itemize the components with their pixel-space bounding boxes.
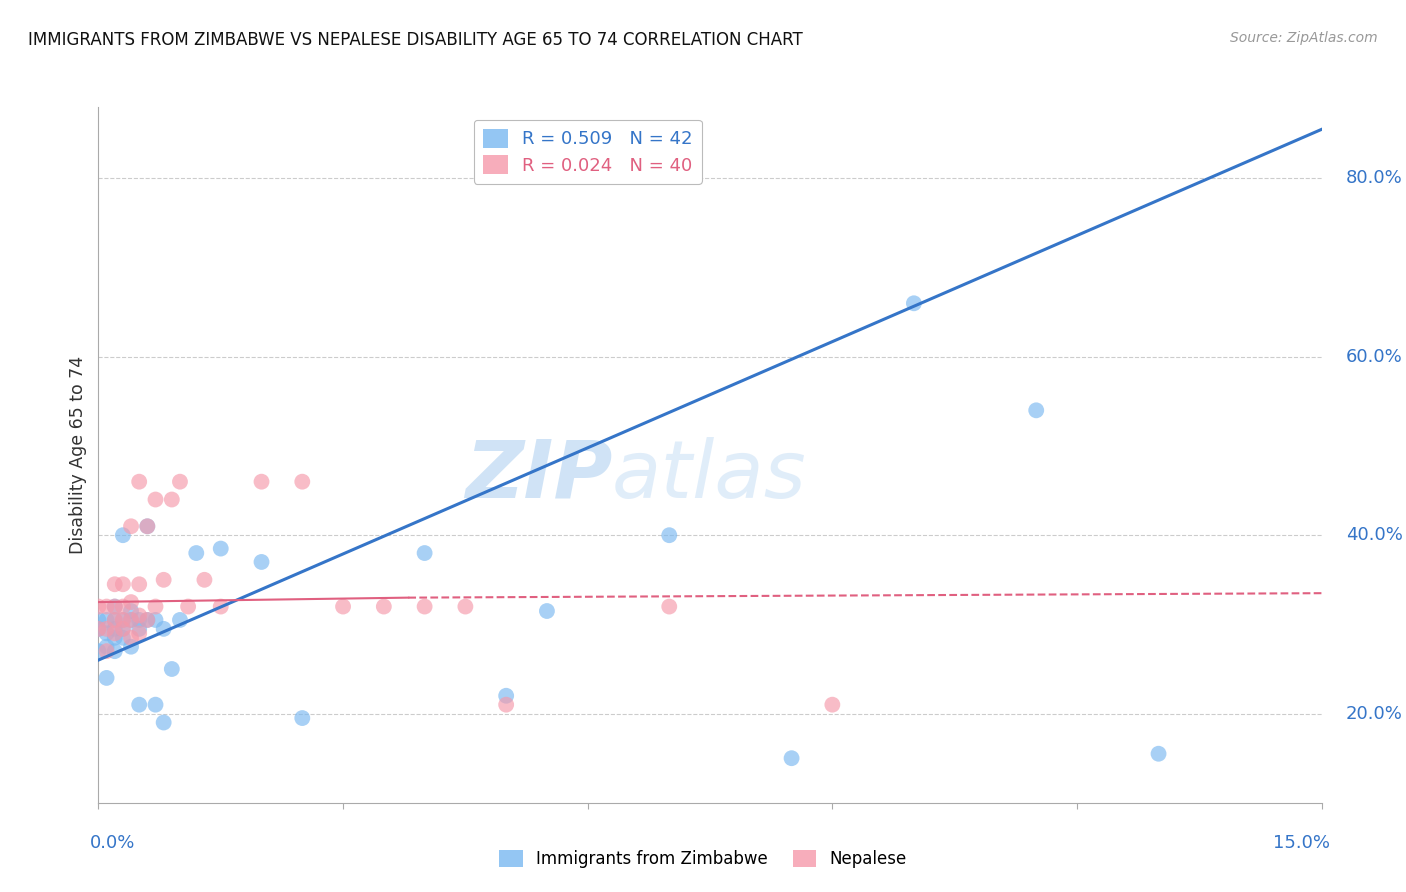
Point	[111, 599, 134, 614]
Point	[104, 599, 127, 614]
Point	[96, 644, 118, 658]
Point	[658, 599, 681, 614]
Text: 15.0%: 15.0%	[1272, 834, 1330, 852]
Point	[104, 622, 127, 636]
Point	[87, 613, 110, 627]
Text: IMMIGRANTS FROM ZIMBABWE VS NEPALESE DISABILITY AGE 65 TO 74 CORRELATION CHART: IMMIGRANTS FROM ZIMBABWE VS NEPALESE DIS…	[28, 31, 803, 49]
Point	[152, 715, 174, 730]
Point	[120, 631, 142, 645]
Point	[291, 475, 314, 489]
Point	[454, 599, 477, 614]
Point	[120, 604, 142, 618]
Point	[413, 546, 436, 560]
Point	[104, 577, 127, 591]
Point	[128, 626, 150, 640]
Point	[250, 475, 273, 489]
Point	[104, 613, 127, 627]
Point	[111, 622, 134, 636]
Point	[1025, 403, 1047, 417]
Point	[332, 599, 354, 614]
Point	[152, 622, 174, 636]
Point	[413, 599, 436, 614]
Point	[128, 608, 150, 623]
Text: 0.0%: 0.0%	[90, 834, 135, 852]
Point	[136, 613, 159, 627]
Point	[111, 613, 134, 627]
Point	[136, 519, 159, 533]
Point	[136, 519, 159, 533]
Point	[120, 640, 142, 654]
Text: ZIP: ZIP	[465, 437, 612, 515]
Point	[186, 546, 208, 560]
Point	[96, 626, 118, 640]
Point	[111, 631, 134, 645]
Point	[120, 613, 142, 627]
Point	[160, 662, 183, 676]
Text: 60.0%: 60.0%	[1346, 348, 1403, 366]
Point	[128, 577, 150, 591]
Point	[1147, 747, 1170, 761]
Point	[128, 475, 150, 489]
Point	[104, 599, 127, 614]
Text: 80.0%: 80.0%	[1346, 169, 1403, 187]
Point	[780, 751, 803, 765]
Point	[145, 698, 167, 712]
Point	[658, 528, 681, 542]
Point	[104, 613, 127, 627]
Point	[903, 296, 925, 310]
Point	[128, 613, 150, 627]
Y-axis label: Disability Age 65 to 74: Disability Age 65 to 74	[69, 356, 87, 554]
Point	[209, 541, 232, 556]
Text: 20.0%: 20.0%	[1346, 705, 1403, 723]
Point	[291, 711, 314, 725]
Point	[111, 528, 134, 542]
Text: Source: ZipAtlas.com: Source: ZipAtlas.com	[1230, 31, 1378, 45]
Point	[169, 613, 191, 627]
Point	[87, 622, 110, 636]
Point	[96, 599, 118, 614]
Point	[96, 640, 118, 654]
Point	[169, 475, 191, 489]
Point	[111, 622, 134, 636]
Point	[145, 599, 167, 614]
Point	[120, 595, 142, 609]
Point	[96, 622, 118, 636]
Point	[111, 577, 134, 591]
Point	[104, 631, 127, 645]
Point	[87, 622, 110, 636]
Point	[495, 689, 517, 703]
Point	[120, 613, 142, 627]
Point	[111, 613, 134, 627]
Point	[193, 573, 215, 587]
Legend: Immigrants from Zimbabwe, Nepalese: Immigrants from Zimbabwe, Nepalese	[492, 843, 914, 875]
Point	[104, 644, 127, 658]
Point	[128, 698, 150, 712]
Point	[120, 519, 142, 533]
Text: 40.0%: 40.0%	[1346, 526, 1403, 544]
Point	[136, 613, 159, 627]
Legend: R = 0.509   N = 42, R = 0.024   N = 40: R = 0.509 N = 42, R = 0.024 N = 40	[474, 120, 702, 184]
Point	[536, 604, 558, 618]
Point	[145, 492, 167, 507]
Text: atlas: atlas	[612, 437, 807, 515]
Point	[177, 599, 200, 614]
Point	[87, 599, 110, 614]
Point	[209, 599, 232, 614]
Point	[373, 599, 395, 614]
Point	[160, 492, 183, 507]
Point	[152, 573, 174, 587]
Point	[495, 698, 517, 712]
Point	[128, 622, 150, 636]
Point	[96, 613, 118, 627]
Point	[821, 698, 844, 712]
Point	[87, 644, 110, 658]
Point	[145, 613, 167, 627]
Point	[250, 555, 273, 569]
Point	[96, 671, 118, 685]
Point	[104, 626, 127, 640]
